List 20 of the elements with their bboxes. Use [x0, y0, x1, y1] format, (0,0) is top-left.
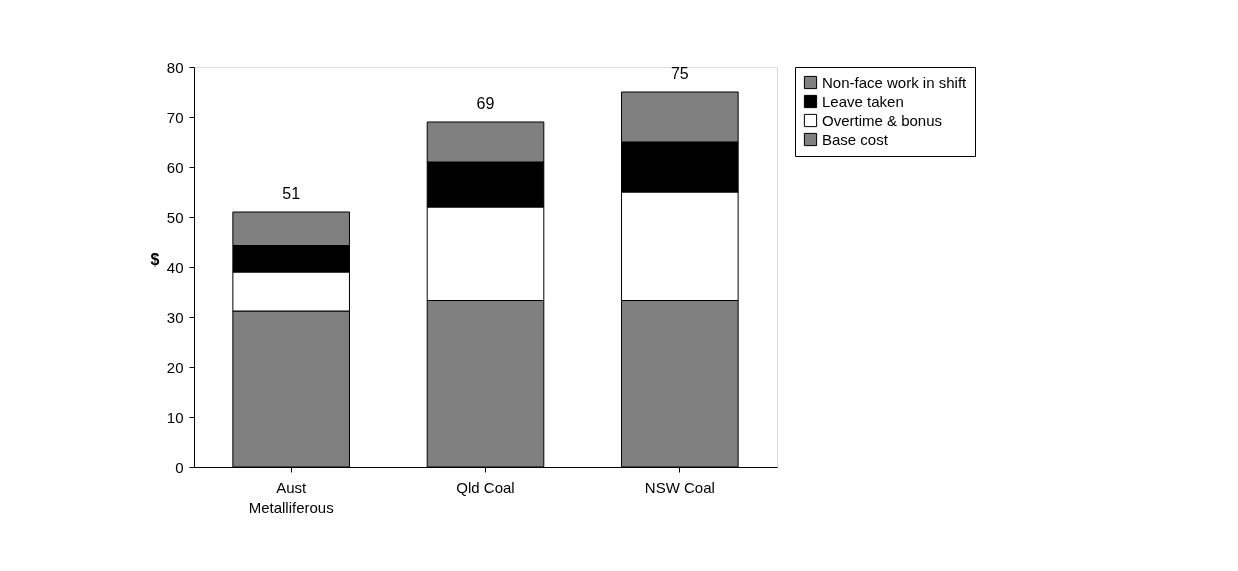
- y-tick-label: 40: [166, 258, 184, 276]
- y-tick-label: 30: [166, 308, 184, 326]
- y-tick-label: 60: [166, 158, 184, 176]
- y-tick-label: 80: [166, 58, 184, 76]
- x-tick-label: NSW Coal: [644, 478, 715, 496]
- total-label: 69: [476, 95, 495, 112]
- legend-label: Non-face work in shift: [822, 73, 968, 91]
- legend-label: Overtime & bonus: [822, 111, 943, 129]
- total-label: 75: [670, 65, 689, 82]
- x-tick-label: Aust Metalliferous: [248, 478, 334, 516]
- legend-label: Base cost: [822, 130, 889, 148]
- y-tick-label: 50: [166, 208, 184, 226]
- y-tick-label: 70: [166, 108, 184, 126]
- x-tick-label: Qld Coal: [456, 478, 515, 496]
- y-tick-label: 0: [175, 458, 184, 476]
- y-tick-label: 20: [166, 358, 184, 376]
- legend-label: Leave taken: [822, 92, 904, 110]
- y-tick-label: 10: [166, 408, 184, 426]
- y-axis-title: $: [150, 250, 160, 268]
- total-label: 51: [282, 185, 301, 202]
